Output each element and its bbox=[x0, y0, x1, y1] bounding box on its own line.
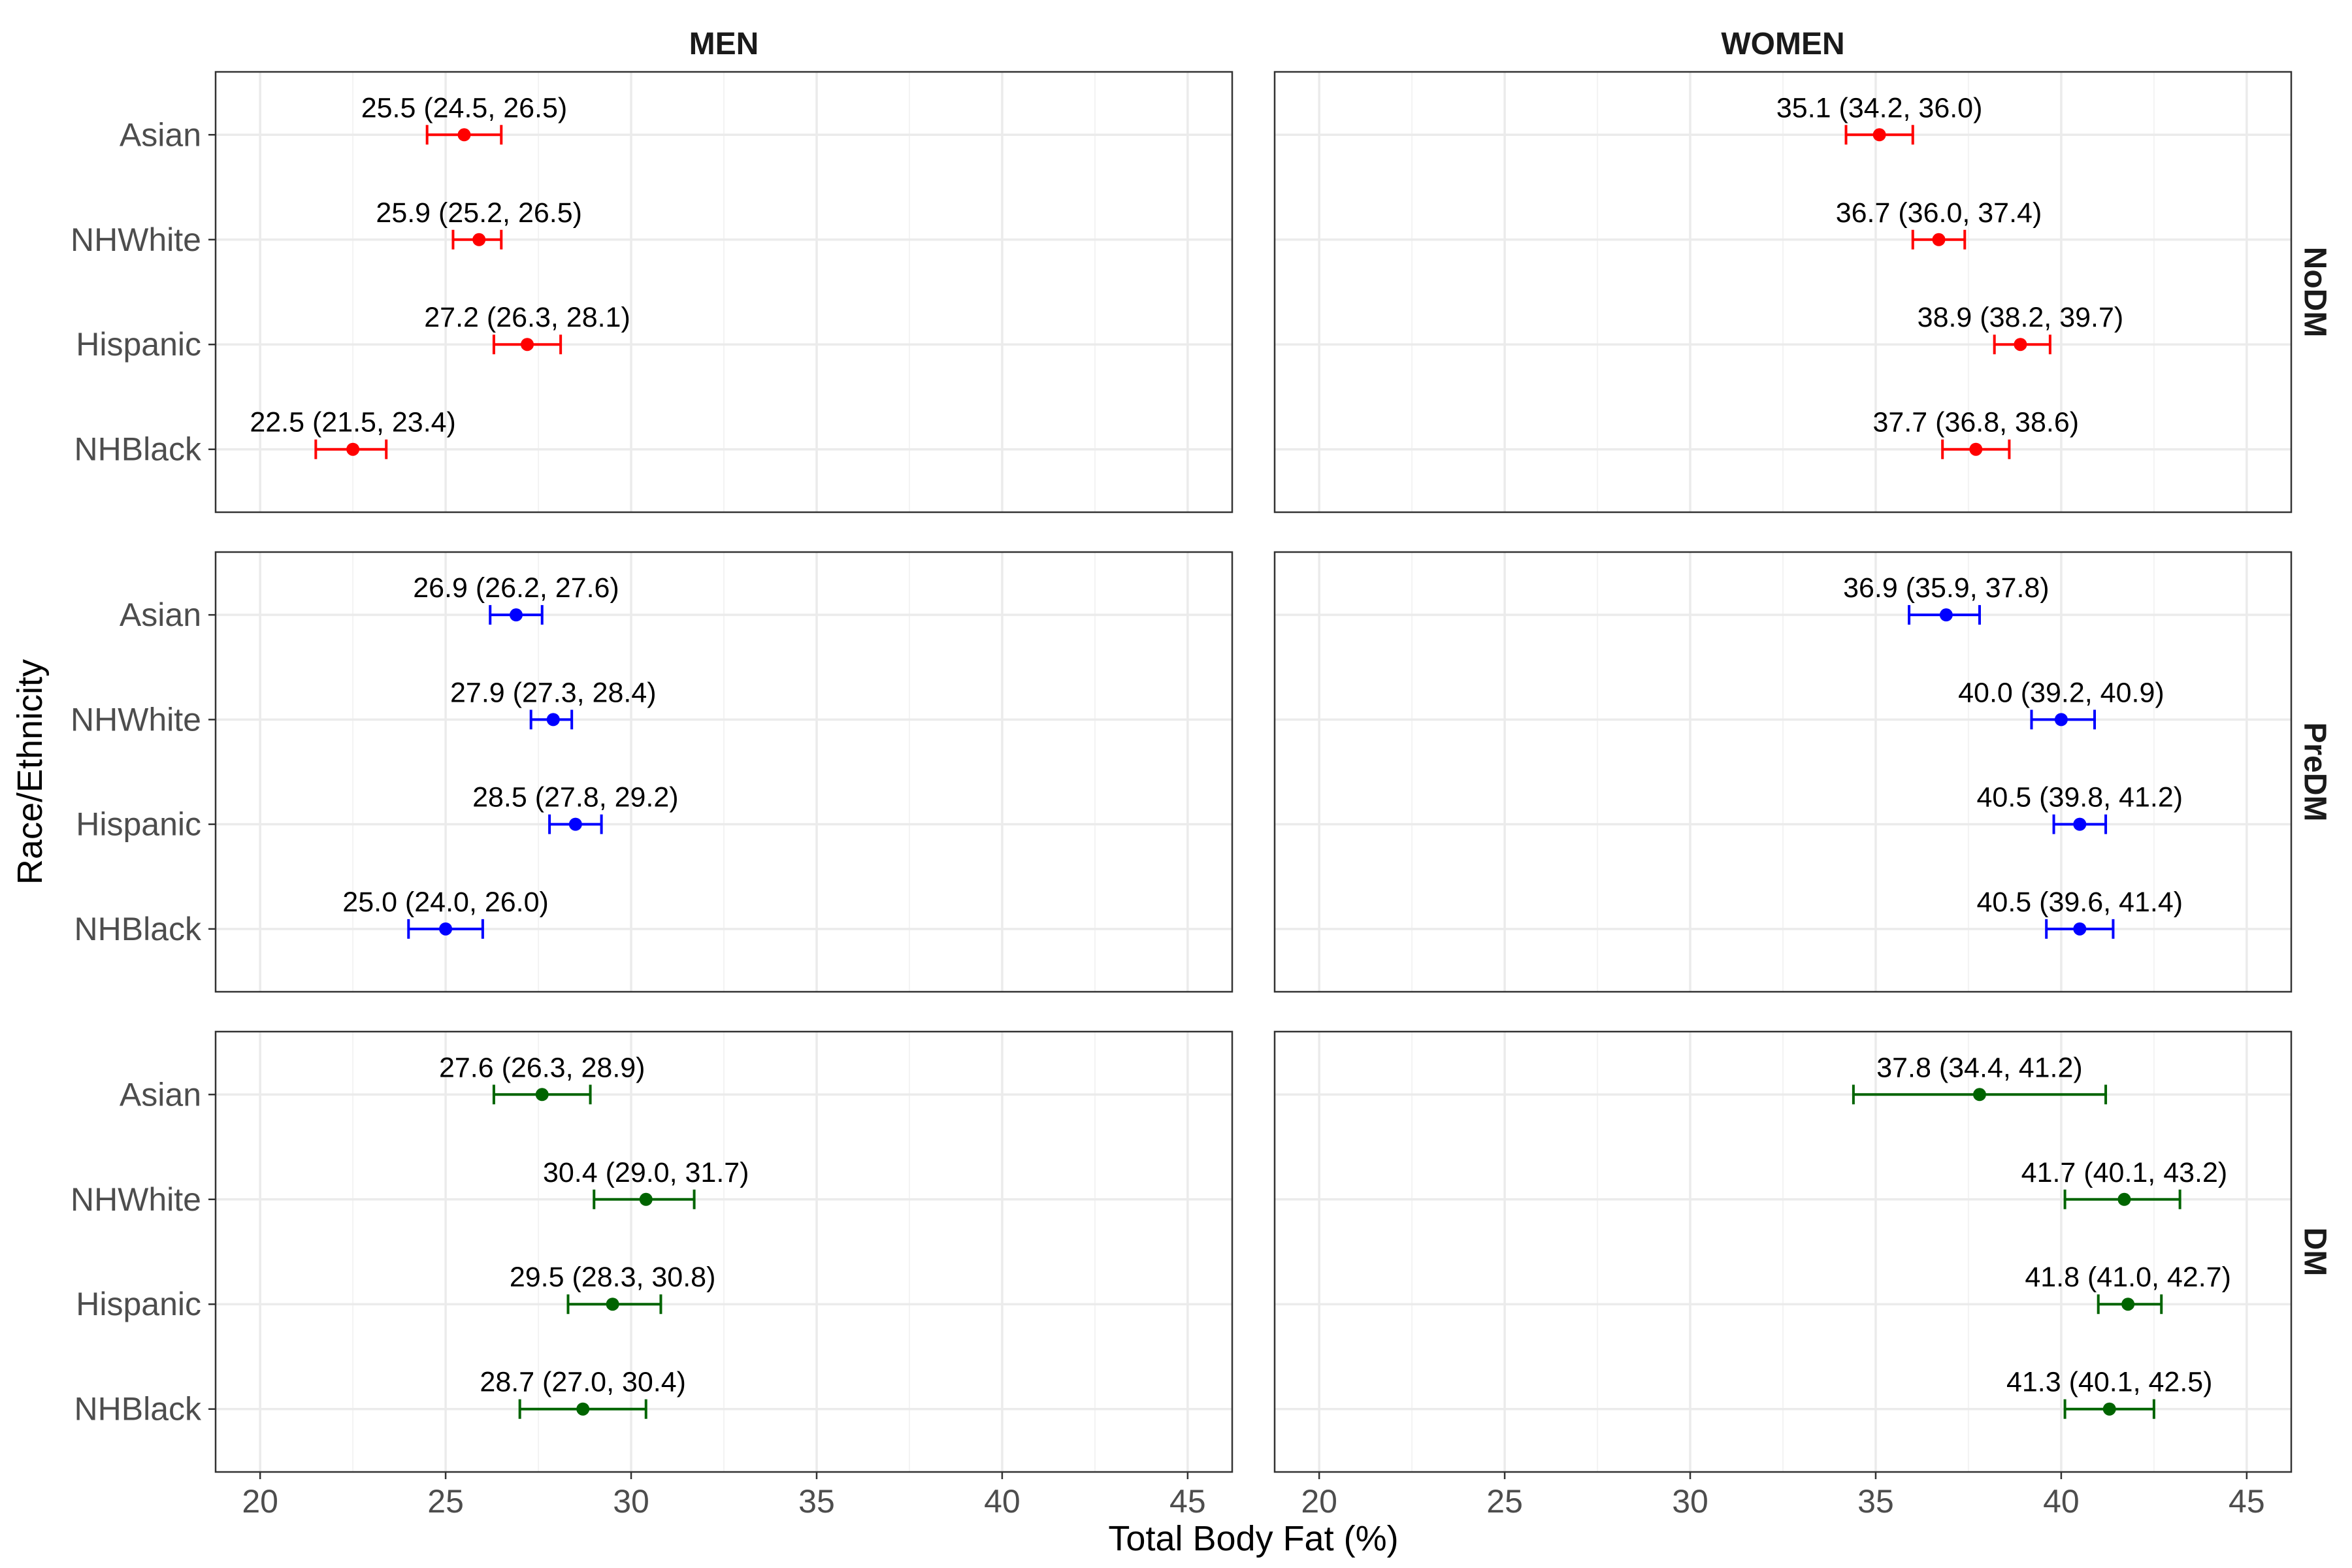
panel-border-men-nodm bbox=[214, 71, 1233, 514]
data-point-women-predm-hispanic bbox=[2073, 817, 2087, 831]
y-tick-label-predm-nhblack: NHBlack bbox=[74, 911, 202, 947]
data-point-women-nodm-hispanic bbox=[2014, 338, 2027, 351]
data-point-men-nodm-nhwhite bbox=[472, 233, 486, 246]
data-point-men-predm-nhwhite bbox=[546, 713, 560, 727]
data-label-men-predm-hispanic: 28.5 (27.8, 29.2) bbox=[472, 782, 679, 813]
data-label-men-dm-hispanic: 29.5 (28.3, 30.8) bbox=[510, 1262, 716, 1293]
data-label-men-nodm-nhwhite: 25.9 (25.2, 26.5) bbox=[376, 197, 582, 229]
x-tick-label-women-25: 25 bbox=[1486, 1483, 1523, 1520]
data-point-men-dm-nhblack bbox=[576, 1402, 590, 1416]
data-point-women-dm-nhwhite bbox=[2117, 1192, 2131, 1206]
data-label-women-predm-asian: 36.9 (35.9, 37.8) bbox=[1843, 572, 2050, 604]
x-tick-label-women-30: 30 bbox=[1672, 1483, 1708, 1520]
y-tick-label-predm-hispanic: Hispanic bbox=[76, 806, 201, 843]
facet-label-women: WOMEN bbox=[1721, 27, 1844, 61]
y-tick-label-dm-nhblack: NHBlack bbox=[74, 1391, 202, 1428]
data-point-men-nodm-hispanic bbox=[521, 338, 534, 351]
y-tick-label-dm-nhwhite: NHWhite bbox=[71, 1181, 201, 1218]
data-label-men-predm-nhblack: 25.0 (24.0, 26.0) bbox=[342, 887, 549, 918]
x-tick-label-men-35: 35 bbox=[798, 1483, 835, 1520]
y-tick-label-nodm-asian: Asian bbox=[120, 116, 201, 153]
data-point-women-predm-nhwhite bbox=[2054, 713, 2068, 727]
data-point-women-dm-hispanic bbox=[2121, 1298, 2135, 1311]
data-label-women-predm-nhwhite: 40.0 (39.2, 40.9) bbox=[1958, 677, 2164, 708]
data-point-men-nodm-asian bbox=[457, 128, 471, 142]
data-label-women-dm-nhblack: 41.3 (40.1, 42.5) bbox=[2006, 1367, 2213, 1398]
data-point-women-nodm-asian bbox=[1872, 128, 1886, 142]
facet-label-dm: DM bbox=[2298, 1228, 2332, 1277]
y-tick-label-dm-hispanic: Hispanic bbox=[76, 1286, 201, 1322]
panel-border-women-nodm bbox=[1273, 71, 2293, 514]
x-tick-label-men-20: 20 bbox=[242, 1483, 278, 1520]
x-tick-label-men-25: 25 bbox=[427, 1483, 464, 1520]
data-point-men-nodm-nhblack bbox=[346, 442, 360, 456]
facet-label-men: MEN bbox=[689, 27, 759, 61]
data-label-women-predm-hispanic: 40.5 (39.8, 41.2) bbox=[1977, 782, 2183, 813]
data-point-women-nodm-nhwhite bbox=[1932, 233, 1946, 246]
facet-label-predm: PreDM bbox=[2298, 722, 2332, 821]
data-label-women-nodm-asian: 35.1 (34.2, 36.0) bbox=[1776, 92, 1983, 123]
data-label-men-nodm-nhblack: 22.5 (21.5, 23.4) bbox=[250, 407, 456, 438]
data-point-men-dm-asian bbox=[535, 1088, 549, 1102]
x-tick-label-men-30: 30 bbox=[613, 1483, 649, 1520]
panel-border-women-predm bbox=[1273, 551, 2293, 993]
data-point-men-predm-asian bbox=[509, 608, 523, 622]
data-label-men-dm-nhwhite: 30.4 (29.0, 31.7) bbox=[543, 1157, 749, 1188]
data-label-women-nodm-hispanic: 38.9 (38.2, 39.7) bbox=[1918, 302, 2124, 333]
x-tick-label-women-45: 45 bbox=[2229, 1483, 2265, 1520]
data-label-men-nodm-asian: 25.5 (24.5, 26.5) bbox=[361, 92, 568, 123]
data-label-men-dm-asian: 27.6 (26.3, 28.9) bbox=[439, 1052, 645, 1083]
y-tick-label-predm-nhwhite: NHWhite bbox=[71, 701, 201, 738]
data-point-women-predm-nhblack bbox=[2073, 922, 2087, 936]
data-label-men-nodm-hispanic: 27.2 (26.3, 28.1) bbox=[424, 302, 630, 333]
x-tick-label-women-20: 20 bbox=[1301, 1483, 1337, 1520]
data-point-men-dm-nhwhite bbox=[639, 1192, 653, 1206]
y-tick-label-nodm-nhwhite: NHWhite bbox=[71, 221, 201, 258]
panel-border-men-predm bbox=[214, 551, 1233, 993]
y-tick-label-nodm-hispanic: Hispanic bbox=[76, 326, 201, 363]
panel-border-men-dm bbox=[214, 1030, 1233, 1473]
data-label-men-predm-asian: 26.9 (26.2, 27.6) bbox=[413, 572, 619, 604]
data-label-men-predm-nhwhite: 27.9 (27.3, 28.4) bbox=[450, 677, 657, 708]
data-point-men-predm-hispanic bbox=[568, 817, 582, 831]
data-label-women-nodm-nhwhite: 36.7 (36.0, 37.4) bbox=[1836, 197, 2042, 229]
data-point-women-nodm-nhblack bbox=[1969, 442, 1983, 456]
facet-label-nodm: NoDM bbox=[2298, 247, 2332, 338]
data-label-men-dm-nhblack: 28.7 (27.0, 30.4) bbox=[480, 1367, 686, 1398]
data-label-women-dm-nhwhite: 41.7 (40.1, 43.2) bbox=[2021, 1157, 2228, 1188]
y-tick-label-nodm-nhblack: NHBlack bbox=[74, 431, 202, 468]
x-tick-label-men-40: 40 bbox=[984, 1483, 1021, 1520]
data-label-women-nodm-nhblack: 37.7 (36.8, 38.6) bbox=[1873, 407, 2080, 438]
data-point-women-predm-asian bbox=[1939, 608, 1953, 622]
data-point-men-predm-nhblack bbox=[439, 922, 453, 936]
x-tick-label-women-35: 35 bbox=[1857, 1483, 1894, 1520]
data-point-men-dm-hispanic bbox=[606, 1298, 619, 1311]
data-point-women-dm-nhblack bbox=[2102, 1402, 2116, 1416]
data-label-women-dm-asian: 37.8 (34.4, 41.2) bbox=[1876, 1052, 2083, 1083]
x-tick-label-women-40: 40 bbox=[2043, 1483, 2080, 1520]
y-axis-title: Race/Ethnicity bbox=[10, 659, 50, 885]
data-label-women-predm-nhblack: 40.5 (39.6, 41.4) bbox=[1977, 887, 2183, 918]
panel-border-women-dm bbox=[1273, 1030, 2293, 1473]
y-tick-label-predm-asian: Asian bbox=[120, 596, 201, 633]
data-point-women-dm-asian bbox=[1972, 1088, 1986, 1102]
data-label-women-dm-hispanic: 41.8 (41.0, 42.7) bbox=[2025, 1262, 2231, 1293]
x-tick-label-men-45: 45 bbox=[1169, 1483, 1206, 1520]
y-tick-label-dm-asian: Asian bbox=[120, 1076, 201, 1113]
x-axis-title: Total Body Fat (%) bbox=[1108, 1519, 1398, 1558]
